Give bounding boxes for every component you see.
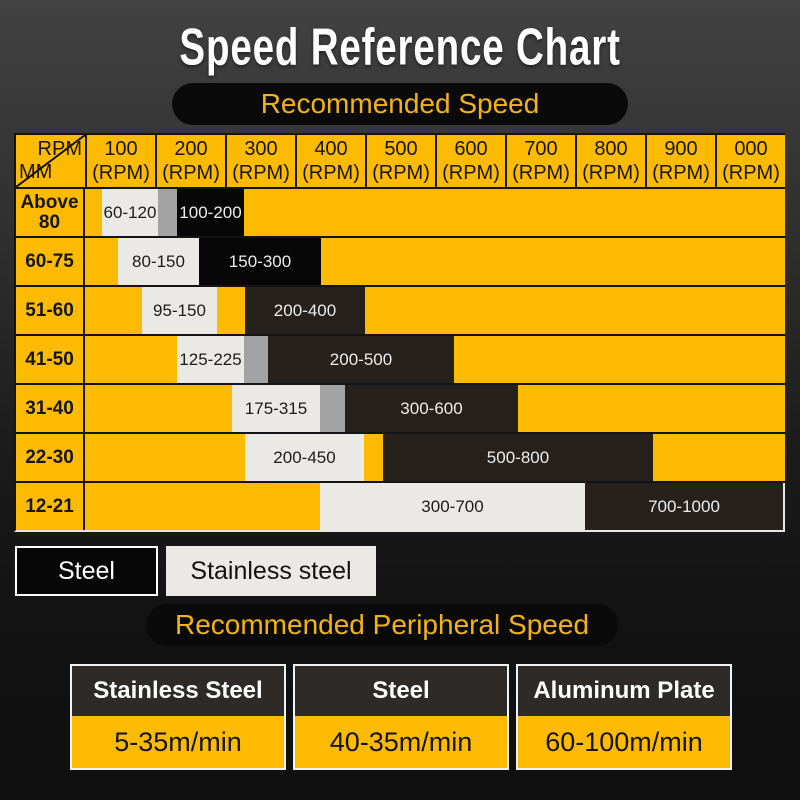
steel-speed-bar: 700-1000 — [585, 483, 785, 530]
stainless-speed-bar: 300-700 — [320, 483, 585, 530]
steel-speed-bar: 200-400 — [245, 287, 365, 334]
card-title: Aluminum Plate — [533, 677, 715, 704]
table-row: Above 80 60-120 100-200 — [16, 187, 785, 236]
stainless-speed-bar: 95-150 — [142, 287, 217, 334]
card-value: 60-100m/min — [518, 716, 730, 768]
column-header-400: 400 (RPM) — [295, 135, 365, 187]
table-row: 22-30 200-450 500-800 — [16, 432, 785, 481]
row-bars: 80-150 150-300 — [85, 238, 785, 285]
card-value: 40-35m/min — [295, 716, 507, 768]
row-bars: 60-120 100-200 — [85, 189, 785, 236]
column-header-800: 800 (RPM) — [575, 135, 645, 187]
row-bars: 175-315 300-600 — [85, 385, 785, 432]
row-label: Above 80 — [16, 189, 85, 236]
row-bars: 95-150 200-400 — [85, 287, 785, 334]
table-row: 12-21 300-700 700-1000 — [16, 481, 785, 530]
steel-speed-bar: 150-300 — [199, 238, 321, 285]
stainless-speed-bar: 80-150 — [118, 238, 199, 285]
table-row: 60-75 80-150 150-300 — [16, 236, 785, 285]
speed-table: RPM MM 100 (RPM) 200 (RPM) 300 (RPM) 400 (RP… — [14, 133, 785, 532]
row-label: 31-40 — [16, 385, 85, 432]
steel-speed-bar: 300-600 — [345, 385, 518, 432]
table-row: 51-60 95-150 200-400 — [16, 285, 785, 334]
table-header-row: RPM MM 100 (RPM) 200 (RPM) 300 (RPM) 400 (RP… — [16, 135, 785, 187]
recommended-peripheral-speed-badge: Recommended Peripheral Speed — [146, 604, 618, 646]
row-bars: 300-700 700-1000 — [85, 483, 785, 530]
column-header-900: 900 (RPM) — [645, 135, 715, 187]
column-header-100: 100 (RPM) — [85, 135, 155, 187]
card-value: 5-35m/min — [72, 716, 284, 768]
stainless-speed-bar: 175-315 — [232, 385, 320, 432]
row-label: 60-75 — [16, 238, 85, 285]
table-row: 31-40 175-315 300-600 — [16, 383, 785, 432]
steel-speed-bar: 500-800 — [383, 434, 653, 481]
corner-mm-label: MM — [19, 161, 53, 183]
card-title: Stainless Steel — [93, 677, 263, 704]
row-label: 22-30 — [16, 434, 85, 481]
bar-connector — [158, 189, 177, 236]
steel-card: Steel 40-35m/min — [293, 664, 509, 770]
peripheral-speed-cards: Stainless Steel 5-35m/min Steel 40-35m/m… — [70, 664, 732, 770]
legend: Steel Stainless steel — [15, 546, 376, 596]
rpm-mm-corner-cell: RPM MM — [16, 135, 85, 187]
steel-speed-bar: 200-500 — [268, 336, 454, 383]
row-label: 12-21 — [16, 483, 85, 530]
table-row: 41-50 125-225 200-500 — [16, 334, 785, 383]
column-header-700: 700 (RPM) — [505, 135, 575, 187]
row-bars: 200-450 500-800 — [85, 434, 785, 481]
row-bars: 125-225 200-500 — [85, 336, 785, 383]
stainless-speed-bar: 60-120 — [102, 189, 158, 236]
stainless-speed-bar: 125-225 — [177, 336, 244, 383]
stainless-steel-card: Stainless Steel 5-35m/min — [70, 664, 286, 770]
column-header-600: 600 (RPM) — [435, 135, 505, 187]
legend-steel: Steel — [15, 546, 158, 596]
recommended-speed-badge: Recommended Speed — [172, 83, 628, 125]
column-header-1000: 000 (RPM) — [715, 135, 785, 187]
bar-connector — [320, 385, 345, 432]
steel-speed-bar: 100-200 — [177, 189, 244, 236]
legend-stainless-steel: Stainless steel — [166, 546, 376, 596]
card-title: Steel — [372, 677, 430, 704]
bar-connector — [244, 336, 268, 383]
page-title: Speed Reference Chart — [179, 17, 621, 76]
column-header-500: 500 (RPM) — [365, 135, 435, 187]
row-label: 41-50 — [16, 336, 85, 383]
column-header-300: 300 (RPM) — [225, 135, 295, 187]
aluminum-plate-card: Aluminum Plate 60-100m/min — [516, 664, 732, 770]
stainless-speed-bar: 200-450 — [245, 434, 364, 481]
corner-rpm-label: RPM — [37, 138, 82, 160]
column-header-200: 200 (RPM) — [155, 135, 225, 187]
row-label: 51-60 — [16, 287, 85, 334]
